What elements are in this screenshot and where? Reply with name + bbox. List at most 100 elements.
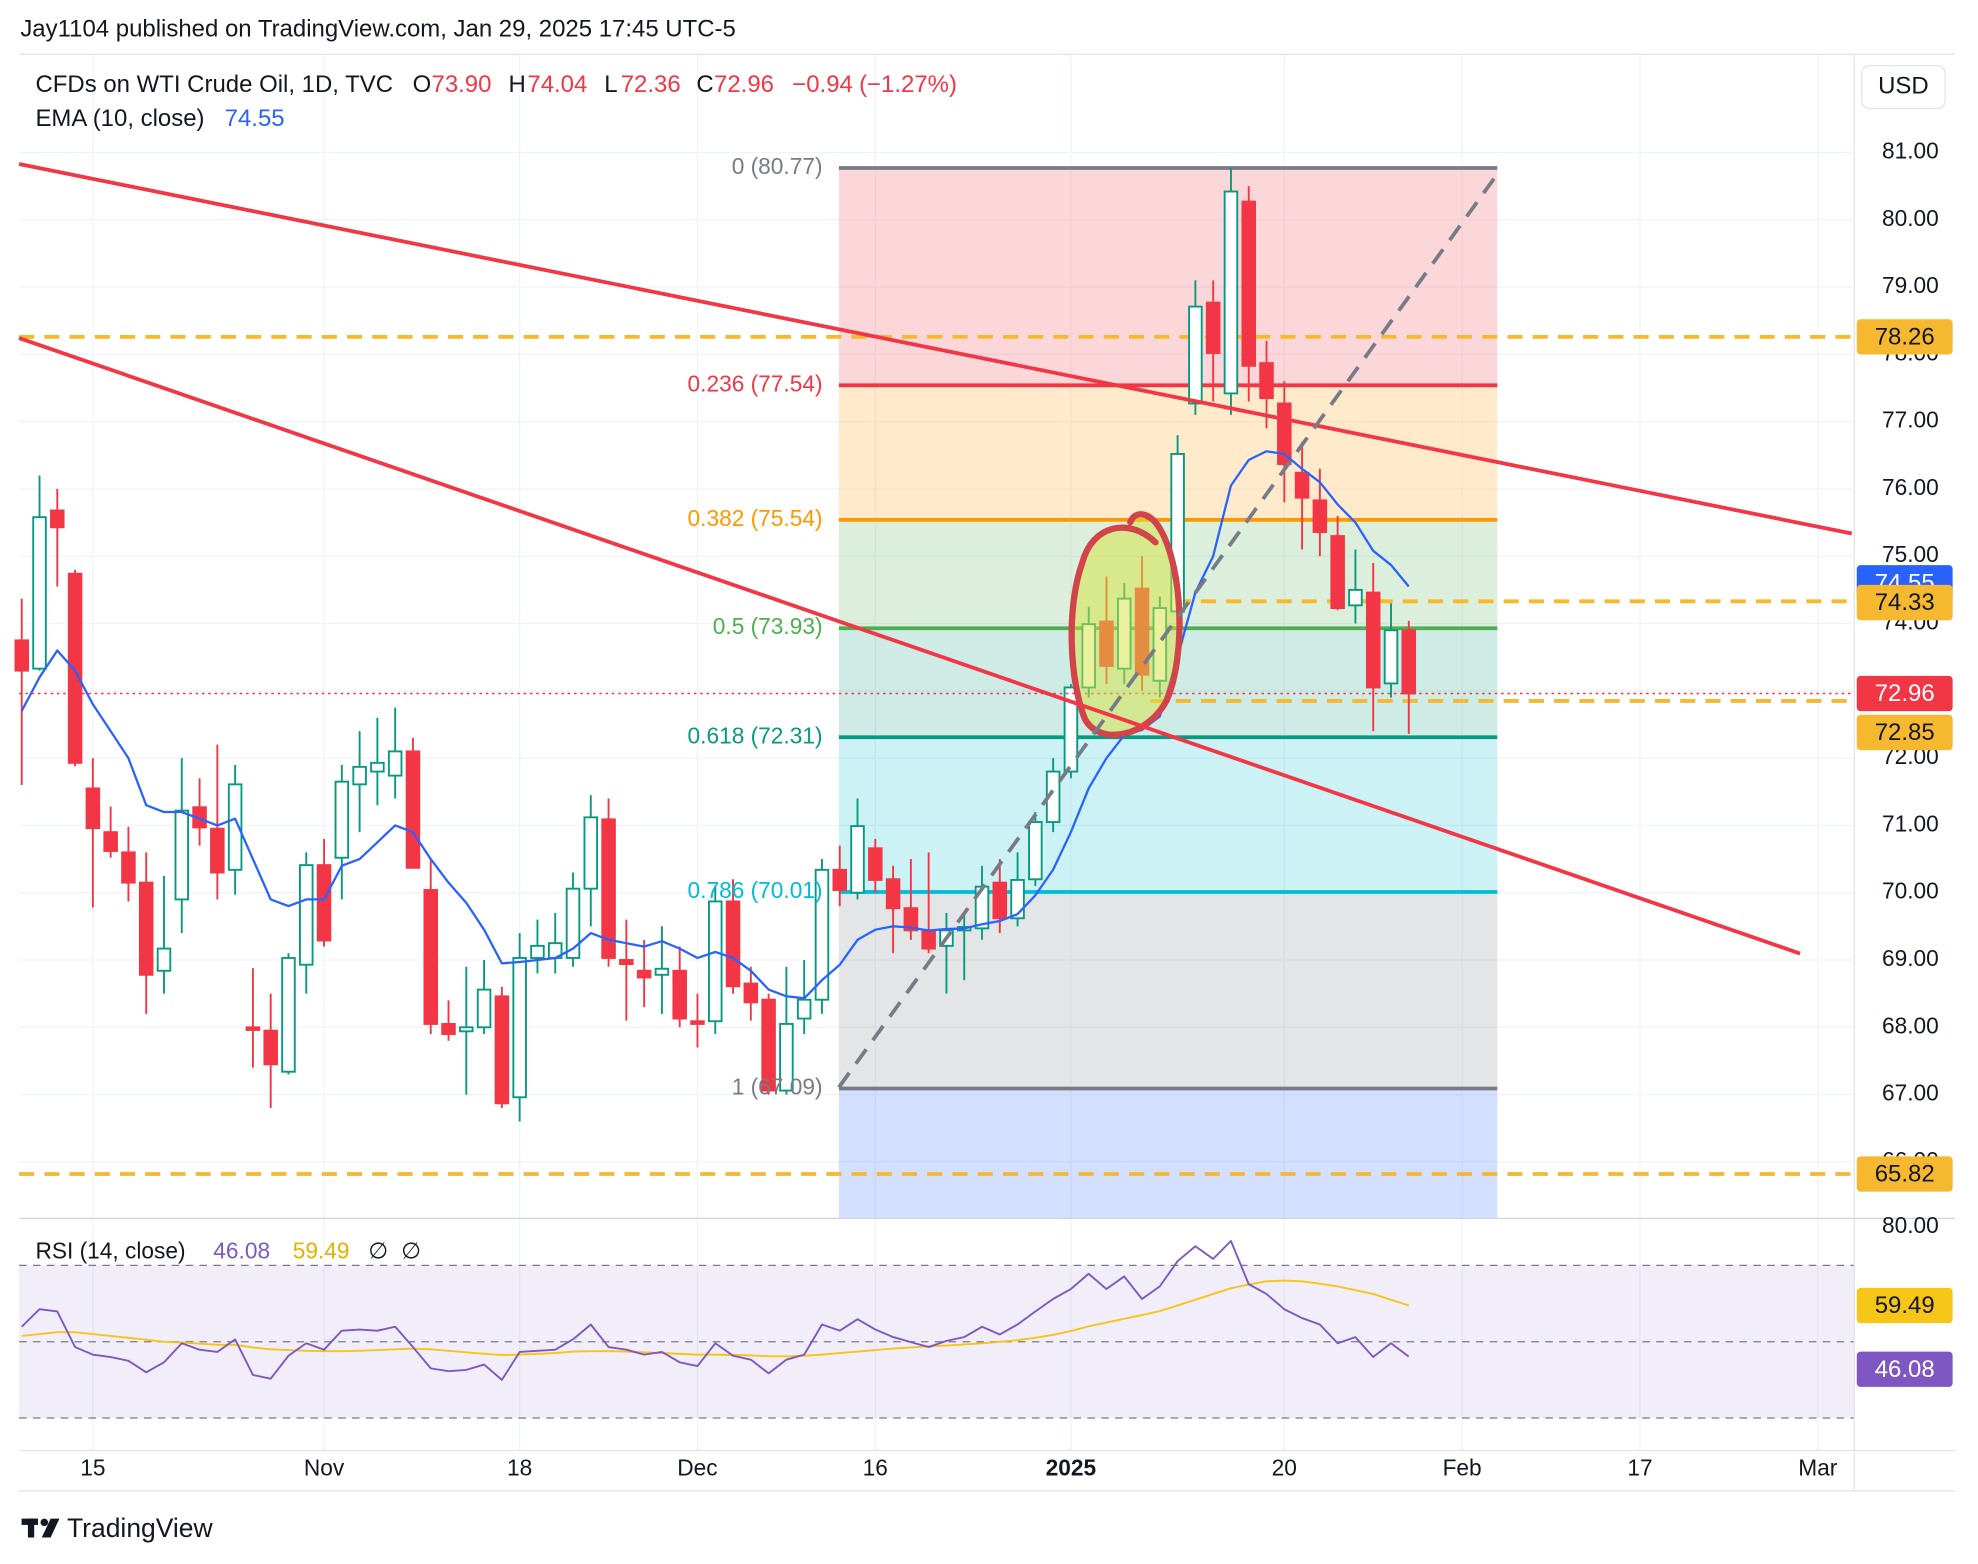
candle-body [245, 1026, 261, 1031]
y-tick-label: 79.00 [1882, 272, 1939, 298]
fib-label: 0.618 (72.31) [688, 722, 823, 748]
x-tick-label: Mar [1798, 1454, 1838, 1480]
main-layer [14, 166, 1855, 1419]
change: −0.94 [792, 71, 853, 98]
price-badge-label: 72.96 [1875, 680, 1935, 707]
price-badge-label: 72.85 [1875, 719, 1935, 746]
x-tick-label: Feb [1443, 1454, 1482, 1480]
candle-body [761, 998, 776, 1092]
y-tick-label: 81.00 [1882, 137, 1939, 163]
candle-body [138, 881, 154, 976]
rsi-ma-line [21, 1279, 1410, 1358]
currency[interactable]: USD [1878, 72, 1929, 99]
fib-band [838, 1088, 1498, 1219]
candle-body [1312, 499, 1328, 533]
fib-trend-line [837, 172, 1499, 1089]
candle-body [1010, 878, 1025, 920]
candle-body [299, 864, 314, 966]
price-badge [1856, 319, 1953, 355]
candle-body [352, 765, 367, 786]
fib-label: 0.382 (75.54) [688, 505, 823, 531]
rsi-tick-label: 80.00 [1882, 1212, 1939, 1238]
rsi-legend-symbol: ∅ [401, 1237, 421, 1263]
y-tick-label: 71.00 [1882, 810, 1939, 836]
candle-body [1259, 362, 1274, 400]
candle-body [334, 780, 350, 859]
candle-body [1028, 821, 1043, 881]
fib-band [838, 385, 1498, 520]
candle-body [601, 818, 616, 959]
candle-body [1383, 629, 1399, 685]
candle-body [885, 878, 901, 910]
candle-body [903, 907, 919, 932]
candle-body [654, 967, 670, 976]
x-tick-label: 18 [507, 1454, 532, 1480]
candle-body [32, 516, 47, 670]
rsi-ma-legend-value: 59.49 [293, 1237, 350, 1263]
candle-body [85, 787, 101, 830]
candle-body [814, 868, 830, 1001]
candle-body [1294, 471, 1310, 499]
price-badge [1856, 1156, 1953, 1192]
candle-body [121, 851, 136, 884]
candle-body [210, 827, 225, 874]
candle-body [1241, 200, 1256, 367]
candle-body [743, 982, 759, 1004]
y-tick-label: 69.00 [1882, 945, 1939, 971]
price-badge [1856, 1287, 1953, 1324]
candle-body [636, 969, 652, 979]
candle-body [1188, 305, 1203, 405]
x-tick-label: 17 [1627, 1454, 1652, 1480]
candle-body [921, 929, 936, 950]
price-badge-label: 78.26 [1875, 323, 1935, 350]
rsi-legend-symbol: ∅ [368, 1237, 388, 1263]
candle-body [103, 831, 118, 852]
candle-body [512, 957, 527, 1099]
currency-button[interactable] [1861, 64, 1946, 110]
y-tick-label: 76.00 [1882, 474, 1939, 500]
change-percent: (−1.27%) [859, 71, 957, 98]
candle-body [387, 750, 403, 777]
ema-legend-value: 74.55 [225, 105, 285, 132]
candle-body [370, 761, 385, 773]
candle-body [708, 900, 723, 1023]
highlight-drawing [1068, 511, 1183, 738]
x-tick-label: 2025 [1046, 1454, 1096, 1480]
brand-name: TradingView [67, 1513, 214, 1543]
candle-body [1401, 629, 1417, 695]
price-badge-label: 59.49 [1875, 1292, 1935, 1319]
candle-body [423, 889, 438, 1025]
candle-body [565, 887, 581, 959]
price-badge-label: 74.33 [1875, 589, 1935, 616]
y-tick-label: 75.00 [1882, 541, 1939, 567]
symbol: CFDs on WTI Crude Oil, 1D, TVC [35, 71, 393, 98]
x-tick-label: Dec [677, 1454, 717, 1480]
fib-label: 0 (80.77) [732, 153, 823, 179]
fib-label: 0.5 (73.93) [713, 613, 823, 639]
rsi-legend: RSI (14, close) [35, 1237, 185, 1263]
candle-body [690, 1020, 705, 1025]
candle-body [263, 1029, 278, 1066]
candle-body [779, 1022, 794, 1092]
ohlc-value: 73.90 [432, 71, 492, 98]
candle-body [1205, 301, 1221, 354]
candle-body [850, 825, 865, 894]
candle-body [1365, 591, 1381, 689]
y-tick-label: 77.00 [1882, 407, 1939, 433]
fib-band [838, 892, 1498, 1089]
candle-body [672, 969, 687, 1020]
y-tick-label: 67.00 [1882, 1080, 1939, 1106]
price-badge-label: 46.08 [1875, 1356, 1935, 1383]
published-note: Jay1104 published on TradingView.com, Ja… [20, 16, 736, 43]
candle-body [227, 783, 243, 871]
candle-body [459, 1026, 474, 1033]
rsi-line [21, 1240, 1410, 1381]
fib-label: 0.236 (77.54) [688, 370, 823, 396]
candle-body [174, 809, 190, 901]
fib-band [838, 737, 1498, 893]
candle-body [992, 881, 1008, 920]
candle-body [1348, 588, 1363, 607]
candle-body [316, 864, 332, 942]
